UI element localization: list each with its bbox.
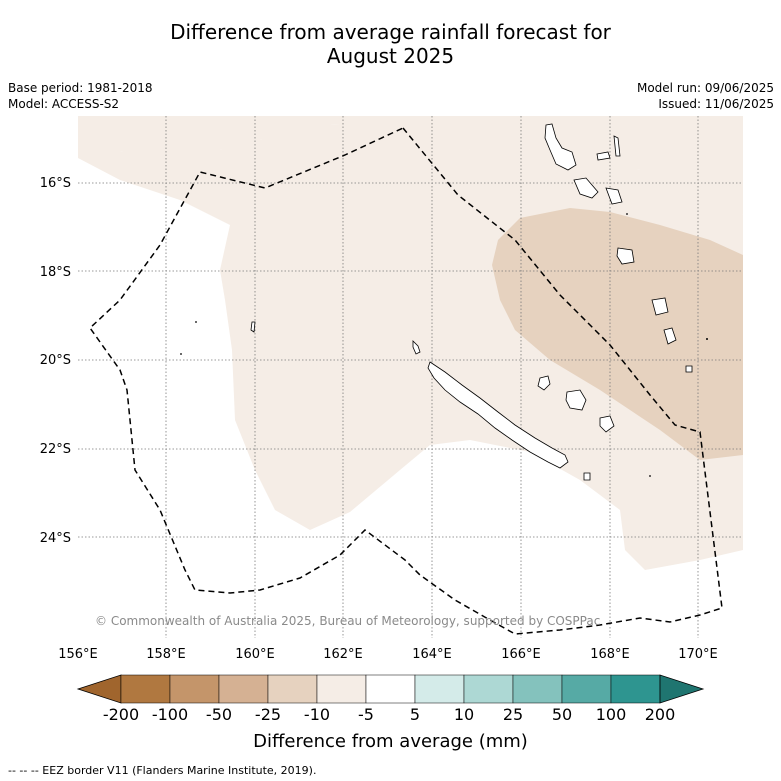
tanna-island — [663, 327, 677, 345]
colorbar-tick-label: 5 — [409, 705, 421, 724]
belep-island — [412, 340, 421, 355]
colorbar-tick-label: -100 — [151, 705, 189, 724]
colorbar-tick-label: -10 — [303, 705, 331, 724]
colorbar-tick-label: -25 — [254, 705, 282, 724]
lifou-island — [565, 389, 587, 411]
colorbar-tick-label: 200 — [644, 705, 676, 724]
lat-tick-label: 16°S — [40, 176, 71, 191]
island-dot — [626, 213, 628, 215]
colorbar-tick-label: 100 — [595, 705, 627, 724]
island-dot — [706, 338, 708, 340]
colorbar-tick-label: -200 — [102, 705, 140, 724]
colorbar-segment — [267, 674, 318, 704]
meta-right: Model run: 09/06/2025 Issued: 11/06/2025 — [637, 80, 774, 112]
colorbar-segment — [414, 674, 465, 704]
lat-tick-label: 22°S — [40, 442, 71, 457]
issued-date: Issued: 11/06/2025 — [658, 97, 774, 111]
pentecost-island — [613, 135, 621, 157]
reef-dot — [195, 321, 197, 323]
colorbar-extend-high — [659, 674, 705, 704]
lon-tick-label: 160°E — [235, 647, 275, 662]
colorbar — [76, 674, 705, 704]
lat-tick-label: 18°S — [40, 265, 71, 280]
base-period: Base period: 1981-2018 — [8, 81, 153, 95]
colorbar-tick-label: 25 — [502, 705, 524, 724]
colorbar-tick-label: -5 — [358, 705, 374, 724]
map-title: Difference from average rainfall forecas… — [0, 20, 781, 68]
erromango-island — [651, 297, 669, 316]
lon-tick-label: 166°E — [501, 647, 541, 662]
colorbar-extend-low — [76, 674, 122, 704]
espiritu-santo-island — [544, 123, 577, 171]
lon-tick-label: 164°E — [412, 647, 452, 662]
lon-tick-labels: 156°E 158°E 160°E 162°E 164°E 166°E 168°… — [58, 647, 718, 662]
title-line-2: August 2025 — [326, 44, 455, 68]
lon-tick-label: 168°E — [590, 647, 630, 662]
new-caledonia-coastline — [427, 361, 569, 469]
colorbar-segment — [169, 674, 220, 704]
eez-border — [89, 127, 723, 635]
colorbar-segment — [365, 674, 416, 704]
eez-legend: -- -- -- EEZ border V11 (Flanders Marine… — [8, 764, 317, 777]
copyright-notice: © Commonwealth of Australia 2025, Bureau… — [95, 614, 601, 628]
lat-tick-label: 24°S — [40, 531, 71, 546]
aneityum-island — [685, 365, 693, 373]
colorbar-segment — [610, 674, 661, 704]
lon-tick-label: 162°E — [323, 647, 363, 662]
lon-tick-label: 156°E — [58, 647, 98, 662]
reef-dot — [180, 353, 182, 355]
map-area — [78, 116, 743, 638]
maewo-island — [596, 151, 611, 161]
model-run: Model run: 09/06/2025 — [636, 81, 774, 95]
ambrym-island — [605, 187, 623, 205]
colorbar-segment — [463, 674, 514, 704]
ouvea-island — [537, 375, 551, 391]
malakula-island — [573, 177, 599, 199]
chesterfield-reef — [250, 321, 256, 333]
lat-tick-labels: 16°S 18°S 20°S 22°S 24°S — [40, 176, 71, 546]
colorbar-title: Difference from average (mm) — [253, 731, 528, 752]
model-name: Model: ACCESS-S2 — [8, 97, 120, 111]
lon-tick-label: 170°E — [678, 647, 718, 662]
colorbar-segment — [316, 674, 367, 704]
ile-des-pins — [583, 472, 591, 481]
colorbar-segment — [561, 674, 612, 704]
meta-left: Base period: 1981-2018 Model: ACCESS-S2 — [8, 80, 153, 112]
lon-tick-label: 158°E — [146, 647, 186, 662]
colorbar-tick-label: -50 — [205, 705, 233, 724]
mare-island — [599, 415, 615, 433]
title-line-1: Difference from average rainfall forecas… — [170, 20, 611, 44]
colorbar-tick-label: 50 — [551, 705, 573, 724]
colorbar-tick-label: 10 — [453, 705, 475, 724]
lat-tick-label: 20°S — [40, 353, 71, 368]
island-dot — [649, 475, 651, 477]
colorbar-segment — [512, 674, 563, 704]
efate-island — [616, 247, 635, 265]
colorbar-segment — [218, 674, 269, 704]
colorbar-segment — [120, 674, 171, 704]
